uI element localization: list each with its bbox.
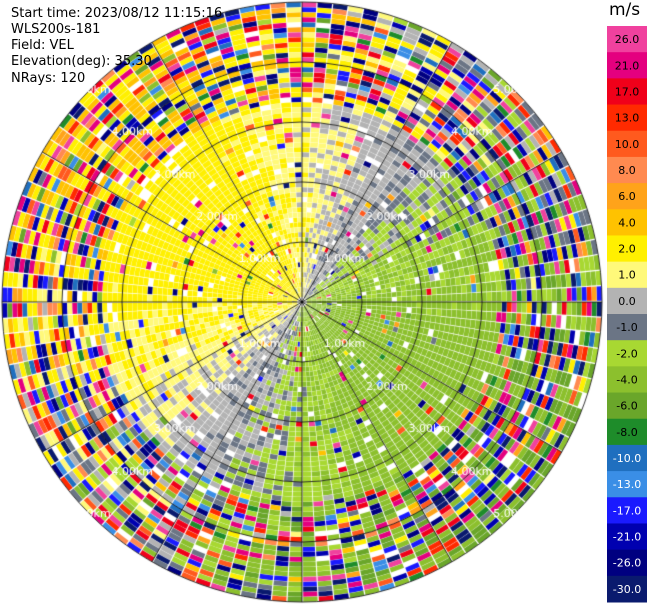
colorbar-unit: m/s <box>609 0 641 20</box>
instrument-label: WLS200s-181 <box>11 22 101 37</box>
start-time-label: Start time: 2023/08/12 11:15:16 <box>11 6 223 21</box>
field-label: Field: VEL <box>11 38 74 53</box>
elevation-label: Elevation(deg): 35.30 <box>11 54 152 69</box>
nrays-label: NRays: 120 <box>11 71 86 86</box>
